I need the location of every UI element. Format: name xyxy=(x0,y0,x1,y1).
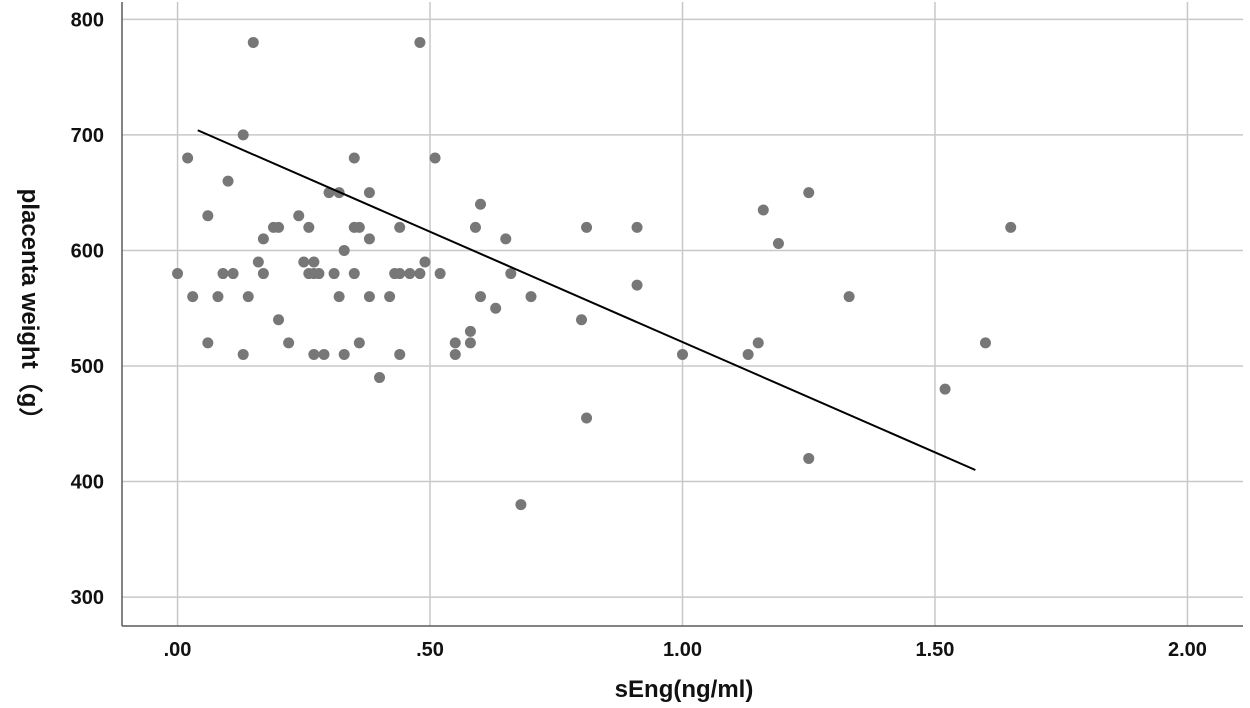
data-point xyxy=(308,256,320,268)
data-point xyxy=(384,291,396,303)
data-point xyxy=(449,337,461,349)
y-tick-label: 700 xyxy=(71,125,104,147)
data-point xyxy=(419,256,431,268)
data-point xyxy=(328,268,340,280)
data-point xyxy=(404,268,416,280)
data-point xyxy=(202,210,214,222)
data-point xyxy=(338,348,350,360)
data-point xyxy=(353,337,365,349)
data-point xyxy=(353,221,365,233)
data-point xyxy=(414,268,426,280)
data-point xyxy=(631,221,643,233)
y-tick-label: 400 xyxy=(71,472,104,494)
y-tick-label: 500 xyxy=(71,356,104,378)
data-point xyxy=(394,268,406,280)
data-point xyxy=(843,291,855,303)
data-point xyxy=(348,268,360,280)
data-point xyxy=(394,348,406,360)
data-point xyxy=(939,383,951,395)
data-point xyxy=(227,268,239,280)
data-point xyxy=(515,499,527,511)
y-tick-label: 600 xyxy=(71,240,104,262)
data-point xyxy=(242,291,254,303)
data-point xyxy=(525,291,537,303)
data-point xyxy=(303,221,315,233)
data-point xyxy=(475,291,487,303)
data-point xyxy=(1005,221,1017,233)
x-tick-label: 1.50 xyxy=(916,639,955,661)
data-point xyxy=(979,337,991,349)
data-point xyxy=(237,348,249,360)
data-point xyxy=(505,268,517,280)
data-point xyxy=(803,452,815,464)
y-tick-labels: 300 400 500 600 700 800 xyxy=(71,9,104,609)
data-point xyxy=(757,204,769,216)
data-point xyxy=(475,198,487,210)
data-point xyxy=(187,291,199,303)
data-point xyxy=(394,221,406,233)
data-point xyxy=(257,268,269,280)
data-point xyxy=(313,268,325,280)
data-point xyxy=(308,348,320,360)
data-point xyxy=(752,337,764,349)
data-point xyxy=(348,152,360,164)
data-point xyxy=(581,221,593,233)
data-points xyxy=(172,36,1017,511)
data-point xyxy=(581,412,593,424)
x-tick-label: 1.00 xyxy=(663,639,702,661)
data-point xyxy=(273,221,285,233)
data-point xyxy=(363,233,375,245)
data-point xyxy=(172,268,184,280)
data-point xyxy=(273,314,285,326)
x-tick-label: .00 xyxy=(164,639,192,661)
data-point xyxy=(631,279,643,291)
x-axis-title: sEng(ng/ml) xyxy=(615,676,754,703)
data-point xyxy=(217,268,229,280)
data-point xyxy=(464,337,476,349)
data-point xyxy=(464,325,476,337)
data-point xyxy=(500,233,512,245)
data-point xyxy=(182,152,194,164)
data-point xyxy=(333,291,345,303)
data-point xyxy=(469,221,481,233)
x-tick-label: 2.00 xyxy=(1168,639,1207,661)
x-grid-lines xyxy=(176,2,1189,626)
data-point xyxy=(237,129,249,141)
data-point xyxy=(434,268,446,280)
data-point xyxy=(742,348,754,360)
data-point xyxy=(429,152,441,164)
y-tick-label: 800 xyxy=(71,9,104,31)
data-point xyxy=(414,36,426,48)
data-point xyxy=(252,256,264,268)
axes xyxy=(121,2,1243,627)
data-point xyxy=(202,337,214,349)
data-point xyxy=(363,187,375,199)
y-tick-label: 300 xyxy=(71,587,104,609)
data-point xyxy=(803,187,815,199)
data-point xyxy=(490,302,502,314)
data-point xyxy=(257,233,269,245)
data-point xyxy=(576,314,588,326)
fit-line-segment xyxy=(197,129,976,471)
data-point xyxy=(318,348,330,360)
data-point xyxy=(449,348,461,360)
data-point xyxy=(374,372,386,384)
data-point xyxy=(293,210,305,222)
data-point xyxy=(212,291,224,303)
regression-line xyxy=(197,129,976,471)
data-point xyxy=(247,36,259,48)
y-grid-lines xyxy=(122,18,1243,598)
data-point xyxy=(298,256,310,268)
y-axis-title: placenta weight（g） xyxy=(16,189,43,432)
data-point xyxy=(338,244,350,256)
data-point xyxy=(677,348,688,360)
data-point xyxy=(363,291,375,303)
data-point xyxy=(772,238,784,250)
data-point xyxy=(283,337,295,349)
x-tick-labels: .00 .50 1.00 1.50 2.00 xyxy=(164,639,1207,661)
data-point xyxy=(222,175,234,187)
x-tick-label: .50 xyxy=(416,639,444,661)
